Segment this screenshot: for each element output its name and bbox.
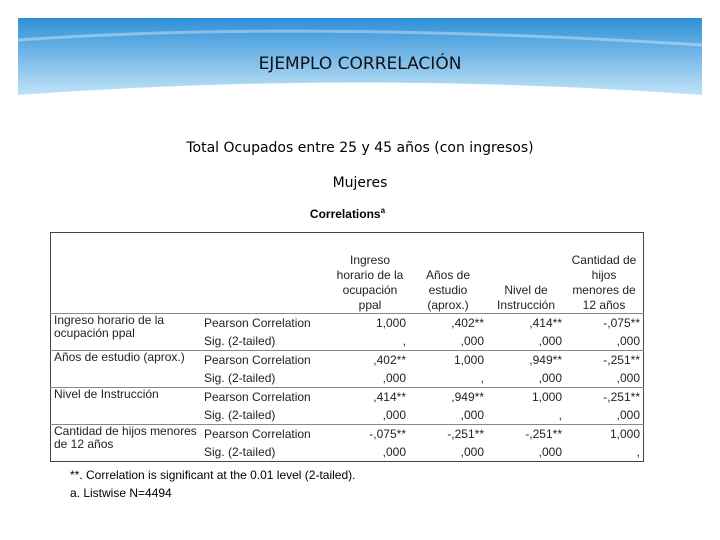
stat-label: Sig. (2-tailed) [204, 370, 276, 385]
stat-label: Pearson Correlation [201, 313, 331, 332]
column-header: Años de estudio (aprox.) [425, 268, 471, 312]
stat-label: Pearson Correlation [201, 350, 331, 369]
stat-label: Sig. (2-tailed) [204, 444, 276, 459]
cell-value: , [402, 333, 406, 348]
cell-value: -,251** [565, 387, 644, 406]
cell-value: -,251** [487, 424, 565, 443]
cell-value: , [480, 370, 484, 385]
table-row: Años de estudio (aprox.) Pearson Correlat… [50, 350, 644, 388]
header-band [17, 18, 703, 95]
cell-value: 1,000 [487, 387, 565, 406]
cell-value: -,251** [565, 350, 644, 369]
footnotes: **. Correlation is significant at the 0.… [70, 466, 355, 502]
row-label: Cantidad de hijos menores de 12 años [50, 424, 201, 462]
stat-label: Sig. (2-tailed) [204, 407, 276, 422]
footnote: **. Correlation is significant at the 0.… [70, 468, 356, 482]
row-label: Nivel de Instrucción [50, 387, 201, 425]
cell-value: ,000 [382, 444, 406, 459]
stat-label: Pearson Correlation [201, 387, 331, 406]
table-title-note: a [380, 206, 386, 215]
column-header: Ingreso horario de la ocupación ppal [336, 253, 404, 312]
table-row: Ingreso horario de la ocupación ppal Pear… [50, 313, 644, 351]
table-row: Nivel de Instrucción Pearson Correlation,… [50, 387, 644, 425]
cell-value: ,949** [409, 387, 487, 406]
cell-value: -,075** [565, 313, 644, 332]
cell-value: -,251** [409, 424, 487, 443]
cell-value: -,075** [331, 424, 409, 443]
column-header: Nivel de Instrucción [496, 283, 556, 312]
table-row: Sig. (2-tailed) ,000 ,000, ,000 [51, 406, 644, 425]
table-title-text: Correlations [309, 207, 381, 221]
footnote: a. Listwise N=4494 [70, 486, 172, 500]
slide-title: EJEMPLO CORRELACIÓN [258, 54, 462, 74]
cell-value: ,000 [460, 444, 484, 459]
header-row: Ingreso horario de la ocupación ppal Años… [51, 233, 644, 314]
cell-value: ,414** [487, 313, 565, 332]
cell-value: , [636, 444, 640, 459]
table-title: Correlationsa [0, 206, 695, 221]
cell-value: ,000 [460, 407, 484, 422]
column-header: Cantidad de hijos menores de 12 años [571, 253, 637, 312]
cell-value: ,000 [382, 370, 406, 385]
table-row: Sig. (2-tailed) ,000 ,000 ,000, [51, 443, 644, 462]
cell-value: ,402** [331, 350, 409, 369]
cell-value: ,000 [538, 370, 562, 385]
corner-cell [51, 233, 332, 314]
cell-value: , [558, 407, 562, 422]
cell-value: 1,000 [409, 350, 487, 369]
cell-value: ,000 [616, 333, 640, 348]
subtitle: Total Ocupados entre 25 y 45 años (con i… [186, 140, 534, 156]
cell-value: ,402** [409, 313, 487, 332]
group-label: Mujeres [332, 175, 388, 191]
stat-label: Sig. (2-tailed) [204, 333, 276, 348]
cell-value: ,000 [616, 370, 640, 385]
correlation-table: Ingreso horario de la ocupación ppal Años… [50, 232, 644, 462]
cell-value: ,000 [538, 333, 562, 348]
cell-value: ,000 [382, 407, 406, 422]
cell-value: ,000 [538, 444, 562, 459]
row-label: Ingreso horario de la ocupación ppal [50, 313, 201, 351]
stat-label: Pearson Correlation [201, 424, 331, 443]
table-row: Sig. (2-tailed), ,000 ,000 ,000 [51, 332, 644, 351]
cell-value: ,000 [460, 333, 484, 348]
table-row: Sig. (2-tailed) ,000, ,000 ,000 [51, 369, 644, 388]
cell-value: ,414** [331, 387, 409, 406]
cell-value: ,949** [487, 350, 565, 369]
cell-value: 1,000 [565, 424, 644, 443]
cell-value: 1,000 [331, 313, 409, 332]
cell-value: ,000 [616, 407, 640, 422]
row-label: Años de estudio (aprox.) [50, 350, 201, 388]
table-row: Cantidad de hijos menores de 12 años Pear… [50, 424, 644, 462]
